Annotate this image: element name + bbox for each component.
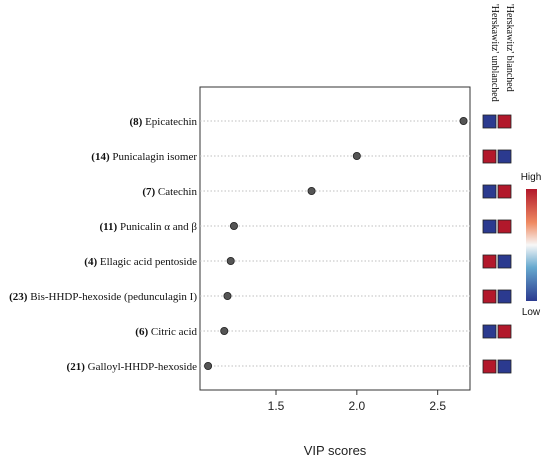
group-label: 'Herskawitz' blanched — [504, 4, 515, 92]
data-point — [352, 151, 361, 160]
compound-name: Galloyl-HHDP-hexoside — [85, 361, 197, 373]
data-point — [307, 186, 316, 195]
compound-label: (21) Galloyl-HHDP-hexoside — [67, 361, 198, 373]
compound-label: (23) Bis-HHDP-hexoside (pedunculagin I) — [9, 291, 197, 303]
heatmap-cell — [482, 359, 497, 374]
x-tick-label: 1.5 — [268, 399, 285, 413]
compound-name: Punicalagin isomer — [110, 151, 198, 163]
heatmap-cell — [497, 289, 512, 304]
compound-number: (4) — [84, 256, 97, 268]
heatmap-cell — [482, 184, 497, 199]
heatmap-cell — [497, 184, 512, 199]
data-point — [229, 221, 238, 230]
heatmap-cell — [497, 114, 512, 129]
compound-number: (7) — [142, 186, 155, 198]
compound-label: (14) Punicalagin isomer — [91, 151, 197, 163]
heatmap-cell — [497, 254, 512, 269]
legend-color-bar — [526, 189, 537, 301]
data-point — [459, 117, 468, 126]
compound-name: Citric acid — [148, 326, 197, 338]
compound-label: (8) Epicatechin — [130, 116, 198, 128]
compound-number: (14) — [91, 151, 110, 163]
compound-number: (11) — [99, 221, 117, 233]
heatmap-cell — [482, 289, 497, 304]
plot-frame — [199, 86, 471, 391]
heatmap-cell — [482, 219, 497, 234]
compound-label: (6) Citric acid — [135, 326, 197, 338]
compound-name: Bis-HHDP-hexoside (pedunculagin I) — [27, 291, 197, 303]
compound-number: (8) — [130, 116, 143, 128]
heatmap-cell — [482, 114, 497, 129]
compound-name: Ellagic acid pentoside — [97, 256, 197, 268]
heatmap-cell — [497, 149, 512, 164]
data-point — [223, 291, 232, 300]
compound-number: (23) — [9, 291, 28, 303]
group-label: 'Herskawitz' unblanched — [489, 4, 500, 102]
heatmap-cell — [497, 359, 512, 374]
compound-name: Punicalin α and β — [117, 221, 197, 233]
compound-name: Epicatechin — [142, 116, 197, 128]
data-point — [220, 326, 229, 335]
compound-label: (7) Catechin — [142, 186, 197, 198]
compound-number: (6) — [135, 326, 148, 338]
heatmap-cell — [497, 324, 512, 339]
compound-name: Catechin — [155, 186, 197, 198]
data-point — [204, 361, 213, 370]
compound-label: (11) Punicalin α and β — [99, 221, 197, 233]
heatmap-cell — [482, 254, 497, 269]
heatmap-cell — [482, 324, 497, 339]
legend-high-label: High — [521, 172, 542, 183]
heatmap-cell — [482, 149, 497, 164]
x-tick-label: 2.0 — [348, 399, 365, 413]
legend-low-label: Low — [522, 307, 541, 318]
data-point — [226, 256, 235, 265]
heatmap-cell — [497, 219, 512, 234]
x-tick-label: 2.5 — [429, 399, 446, 413]
compound-label: (4) Ellagic acid pentoside — [84, 256, 197, 268]
x-axis-label: VIP scores — [304, 443, 367, 458]
compound-number: (21) — [67, 361, 86, 373]
